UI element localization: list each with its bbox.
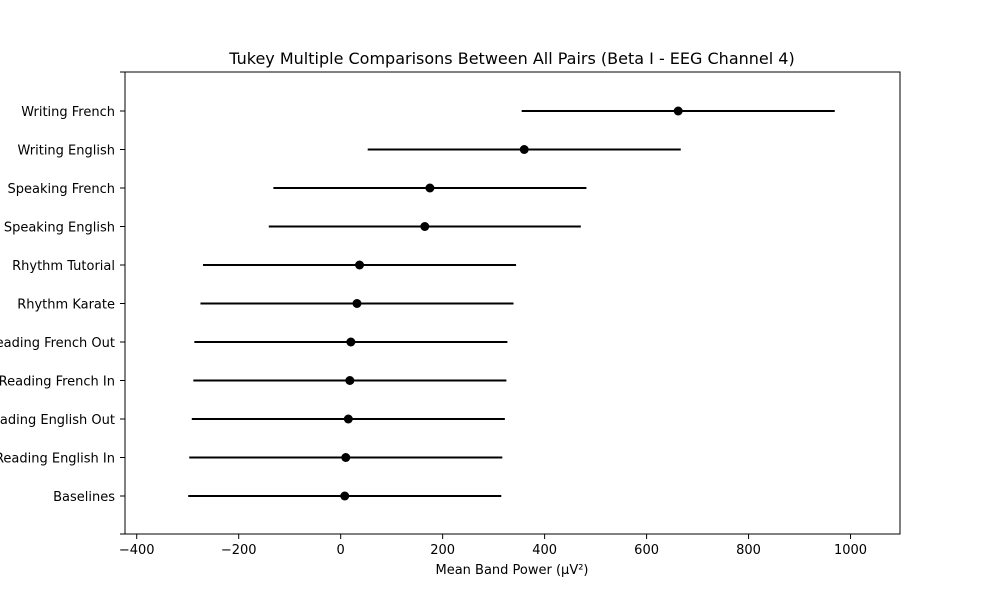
mean-point — [343, 414, 353, 424]
x-tick-label: −200 — [221, 543, 257, 558]
mean-point — [345, 376, 355, 385]
chart-title: Tukey Multiple Comparisons Between All P… — [228, 49, 794, 68]
y-tick-label: Reading French Out — [0, 336, 115, 351]
x-tick-label: −400 — [119, 543, 155, 558]
y-tick-label: Reading French In — [0, 375, 115, 390]
mean-point — [346, 337, 356, 347]
y-tick-label: Writing English — [18, 144, 116, 159]
mean-point — [519, 145, 529, 154]
y-tick-label: Rhythm Tutorial — [12, 259, 115, 274]
y-tick-label: Speaking French — [8, 182, 115, 197]
y-tick-label: Reading English In — [0, 452, 115, 467]
y-tick-label: Speaking English — [4, 221, 115, 236]
x-tick-label: 0 — [337, 543, 345, 558]
mean-point — [673, 106, 683, 116]
x-tick-label: 400 — [532, 543, 557, 558]
mean-point — [340, 491, 350, 501]
x-tick-label: 800 — [736, 543, 761, 558]
chart-marks: −400 −200 0 200 400 600 800 1000 Writing French W… — [0, 71, 867, 558]
x-tick-label: 600 — [634, 543, 659, 558]
y-tick-label: Reading English Out — [0, 413, 115, 428]
y-tick-label: Writing French — [21, 105, 115, 120]
y-tick-label: Baselines — [53, 490, 115, 505]
mean-point — [341, 453, 351, 462]
mean-point — [352, 299, 362, 308]
y-tick-label: Rhythm Karate — [17, 298, 115, 313]
mean-point — [355, 260, 365, 270]
mean-point — [425, 183, 435, 193]
x-tick-label: 1000 — [834, 543, 867, 558]
x-axis-label: Mean Band Power (µV²) — [435, 563, 588, 578]
mean-point — [420, 222, 430, 231]
x-tick-label: 200 — [430, 543, 455, 558]
